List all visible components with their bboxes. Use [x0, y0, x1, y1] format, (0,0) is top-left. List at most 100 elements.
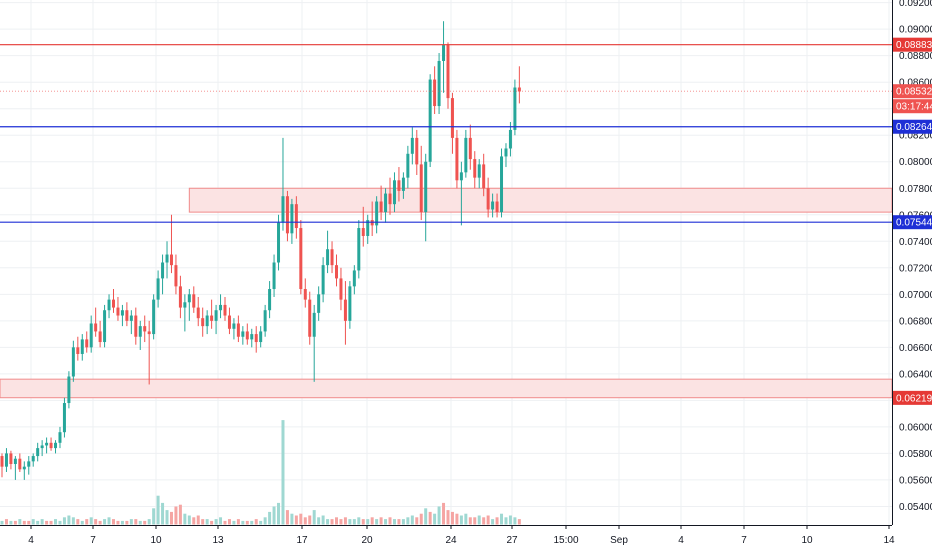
volume-bar: [94, 519, 98, 525]
candle-body: [317, 294, 321, 313]
y-tick-label: 0.06600: [899, 343, 932, 354]
candle-body: [384, 193, 388, 213]
volume-bar: [85, 519, 89, 525]
candle-body: [165, 254, 169, 263]
volume-bar: [491, 519, 495, 525]
volume-bar: [419, 513, 423, 525]
y-tick-label: 0.06800: [899, 316, 932, 327]
volume-bar: [357, 517, 361, 525]
volume-bar: [495, 517, 499, 525]
candle-body: [183, 302, 187, 308]
candle-body: [80, 339, 84, 354]
candle-body: [134, 315, 138, 337]
candle-body: [428, 79, 432, 162]
volume-bar: [152, 508, 156, 525]
volume-bar: [174, 506, 178, 525]
candle-body: [129, 315, 133, 321]
candle-body: [450, 98, 454, 138]
volume-bar: [343, 517, 347, 525]
volume-bar: [450, 511, 454, 525]
volume-bar: [330, 519, 334, 525]
volume-bar: [464, 513, 468, 525]
candle-body: [156, 278, 160, 300]
volume-bar: [361, 519, 365, 525]
volume-bar: [281, 420, 285, 525]
candle-body: [281, 196, 285, 223]
volume-bar: [352, 519, 356, 525]
candle-body: [504, 148, 508, 157]
level-badge: 0.07544: [896, 218, 932, 229]
candle-body: [245, 331, 249, 340]
volume-bar: [392, 519, 396, 525]
countdown-badge-bg: [893, 99, 932, 114]
volume-bar: [455, 513, 459, 525]
candle-body: [482, 164, 486, 189]
candle-body: [326, 249, 330, 266]
volume-bar: [294, 515, 298, 525]
volume-bar: [303, 517, 307, 525]
volume-bar: [214, 519, 218, 525]
y-tick-label: 0.08200: [899, 131, 932, 142]
candle-body: [125, 310, 129, 321]
volume-bar: [205, 519, 209, 525]
volume-bar: [138, 520, 142, 525]
volume-bar: [312, 510, 316, 525]
candle-body: [397, 180, 401, 191]
volume-bar: [513, 517, 517, 525]
candle-body: [352, 270, 356, 287]
volume-bar: [219, 517, 223, 525]
volume-bar: [473, 517, 477, 525]
volume-bar: [129, 519, 133, 525]
candle-body: [116, 307, 120, 316]
candle-body: [285, 196, 289, 234]
volume-bar: [4, 519, 8, 525]
candle-body: [112, 299, 115, 308]
volume-bar: [58, 520, 62, 525]
volume-bar: [397, 519, 401, 525]
candle-body: [375, 201, 379, 226]
x-tick-label: 10: [801, 535, 813, 546]
y-tick-label: 0.07400: [899, 237, 932, 248]
x-tick-label: 20: [361, 535, 373, 546]
y-tick-label: 0.09200: [899, 0, 932, 9]
volume-bar: [98, 520, 102, 525]
candle-body: [335, 265, 338, 279]
last-price-badge: 0.08532: [896, 87, 932, 98]
volume-bar: [388, 517, 392, 525]
candle-body: [294, 204, 298, 229]
volume-bar: [169, 511, 173, 525]
volume-bar: [9, 520, 13, 525]
candle-body: [419, 164, 423, 213]
candle-body: [89, 323, 93, 348]
volume-bar: [236, 519, 240, 525]
volume-bar: [446, 510, 450, 525]
candle-body: [85, 339, 89, 348]
x-tick-label: 13: [212, 535, 224, 546]
y-tick-label: 0.08600: [899, 78, 932, 89]
candle-body: [321, 265, 325, 295]
level-badge: 0.08883: [896, 40, 932, 51]
candle-body: [268, 289, 272, 311]
candle-body: [219, 304, 223, 311]
level-badge-bg: [893, 37, 932, 52]
volume-bar: [259, 520, 263, 525]
volume-bar: [161, 502, 165, 525]
volume-bar: [401, 519, 405, 525]
marker-badge: 0.06219: [896, 393, 932, 404]
candle-body: [433, 79, 437, 107]
volume-bar: [165, 510, 169, 525]
candle-body: [187, 294, 191, 303]
candle-body: [54, 442, 58, 449]
candle-body: [464, 137, 468, 173]
candle-body: [491, 201, 495, 210]
candle-body: [277, 222, 281, 263]
candle-body: [214, 310, 218, 321]
candle-body: [45, 442, 49, 446]
level-badge-bg: [893, 215, 932, 230]
volume-bar: [428, 511, 432, 525]
candle-body: [76, 347, 80, 354]
candle-body: [459, 172, 463, 181]
candle-body: [62, 403, 66, 433]
volume-bar: [254, 519, 258, 525]
volume-bar: [112, 519, 115, 525]
